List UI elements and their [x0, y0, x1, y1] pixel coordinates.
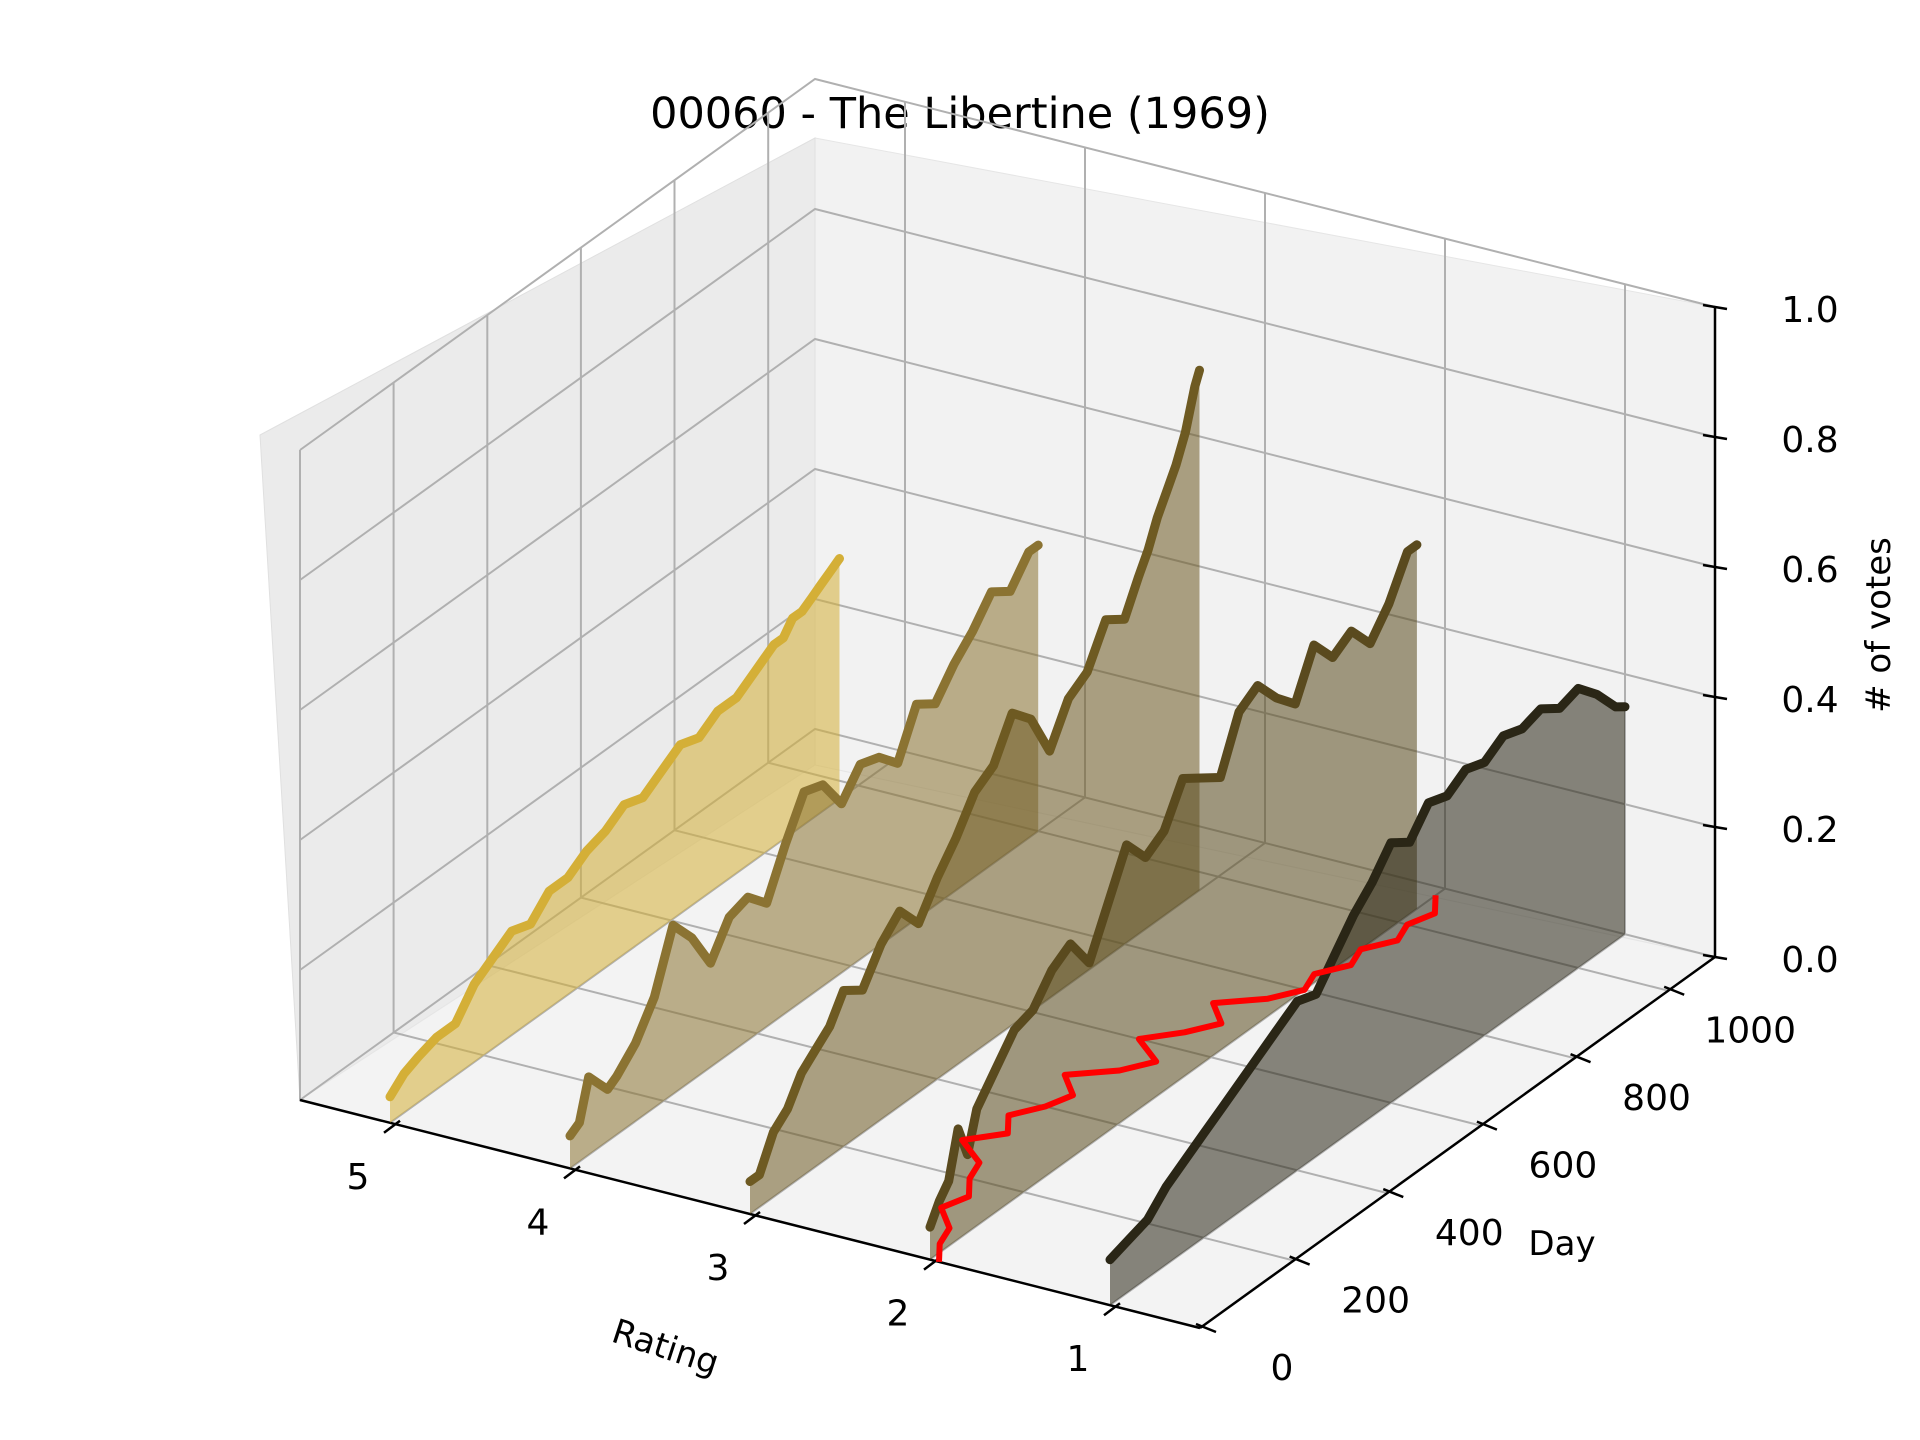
x-tick-label: 2 [887, 1294, 910, 1335]
y-tick-mark [1195, 1322, 1217, 1334]
y-tick-mark [1289, 1255, 1311, 1266]
z-tick-mark [1702, 693, 1728, 701]
z-axis-label: # of votes [1859, 537, 1899, 713]
y-tick-label: 1000 [1704, 1011, 1796, 1052]
series-area-rating-1 [1110, 688, 1625, 1306]
x-tick-label: 3 [707, 1248, 730, 1289]
x-tick-mark [563, 1165, 581, 1180]
series-line-rating-5 [385, 554, 844, 1102]
series-area-rating-5 [390, 558, 840, 1123]
z-grid-line [299, 77, 1716, 451]
y-tick-mark [1570, 1053, 1592, 1064]
mean-rating-line [936, 895, 1439, 1263]
y-axis-label: Day [1528, 1224, 1595, 1264]
y-tick-label: 400 [1435, 1213, 1504, 1254]
series-layer [385, 365, 1630, 1306]
z-grid-line [299, 207, 1716, 581]
x-axis-label: Rating [607, 1312, 724, 1384]
series-line-rating-1 [1105, 683, 1630, 1265]
y-axis-line [1199, 955, 1716, 1330]
x-tick-mark [383, 1119, 401, 1134]
y-tick-mark [1476, 1120, 1498, 1131]
y-tick-label: 200 [1341, 1281, 1410, 1322]
z-tick-label: 1.0 [1781, 290, 1838, 331]
z-tick-label: 0.8 [1781, 420, 1838, 461]
z-tick-label: 0.6 [1781, 550, 1838, 591]
x-tick-label: 5 [347, 1157, 370, 1198]
chart-title: 00060 - The Libertine (1969) [650, 89, 1270, 139]
x-tick-mark [743, 1211, 761, 1225]
z-tick-mark [1702, 303, 1728, 311]
x-tick-label: 1 [1067, 1339, 1090, 1380]
y-tick-label: 800 [1622, 1078, 1691, 1119]
x-tick-mark [1103, 1302, 1121, 1317]
z-tick-mark [1702, 563, 1728, 571]
y-tick-label: 0 [1271, 1348, 1294, 1389]
axes: 1 2 3 4 5 0 200 400 600 800 1000 0.0 0.2 0.4 0.6 0.8 1.0 [299, 290, 1839, 1389]
series-line-rating-3 [745, 365, 1204, 1186]
z-tick-label: 0.4 [1781, 680, 1838, 721]
y-tick-mark [1382, 1187, 1404, 1199]
y-tick-mark [1663, 985, 1685, 996]
z-grid-line [299, 337, 1716, 711]
series-area-rating-2 [930, 544, 1417, 1260]
z-tick-mark [1702, 433, 1728, 441]
series-line-rating-4 [565, 540, 1043, 1141]
z-tick-label: 0.0 [1781, 940, 1838, 981]
series-area-rating-4 [570, 545, 1039, 1169]
z-tick-mark [1702, 953, 1728, 961]
z-tick-label: 0.2 [1781, 810, 1838, 851]
series-line-rating-2 [925, 540, 1422, 1232]
z-tick-mark [1702, 823, 1728, 831]
y-tick-label: 600 [1529, 1146, 1598, 1187]
x-tick-label: 4 [527, 1202, 550, 1243]
